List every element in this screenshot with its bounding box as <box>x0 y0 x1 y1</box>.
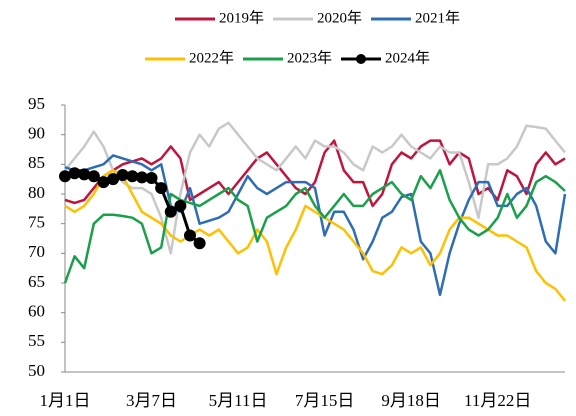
legend-marker <box>356 54 366 64</box>
series-marker <box>78 168 91 181</box>
series-marker <box>59 170 71 183</box>
series-marker <box>87 170 100 183</box>
x-tick-label: 5月11日 <box>209 391 268 410</box>
legend-label: 2023年 <box>287 49 332 66</box>
series-line <box>64 121 566 255</box>
x-tick-label: 9月18日 <box>381 391 441 410</box>
legend-label: 2022年 <box>189 49 234 66</box>
series-line <box>64 139 566 208</box>
y-tick-label: 85 <box>28 153 45 172</box>
x-tick-label: 1月1日 <box>40 391 91 410</box>
series-line <box>64 169 566 302</box>
y-tick-label: 65 <box>28 272 45 291</box>
y-tick-label: 60 <box>28 302 45 321</box>
y-tick-label: 70 <box>28 242 45 261</box>
series-marker <box>155 182 168 195</box>
series-marker <box>135 171 148 184</box>
series-marker <box>184 229 196 242</box>
series-line <box>64 154 567 297</box>
y-tick-label: 80 <box>28 183 45 202</box>
series-marker <box>126 170 139 183</box>
x-tick-label: 7月15日 <box>295 391 355 410</box>
series-marker <box>174 199 187 212</box>
x-tick-label: 11月22日 <box>464 391 531 410</box>
legend-label: 2019年 <box>219 9 264 26</box>
series-marker <box>164 205 177 218</box>
legend-label: 2021年 <box>415 9 460 26</box>
y-tick-label: 55 <box>28 331 45 350</box>
series-marker <box>116 169 129 182</box>
series-line <box>63 169 566 284</box>
y-tick-label: 50 <box>28 361 45 380</box>
y-tick-label: 90 <box>28 124 45 143</box>
series-marker <box>107 173 120 186</box>
x-tick-label: 3月7日 <box>126 391 177 410</box>
legend-label: 2024年 <box>385 49 430 66</box>
series-marker <box>97 176 110 189</box>
series-marker <box>68 167 81 180</box>
series-marker <box>145 171 158 184</box>
legend-label: 2020年 <box>317 9 362 26</box>
y-tick-label: 95 <box>28 94 45 113</box>
y-tick-label: 75 <box>28 213 45 232</box>
series-marker <box>193 237 206 250</box>
